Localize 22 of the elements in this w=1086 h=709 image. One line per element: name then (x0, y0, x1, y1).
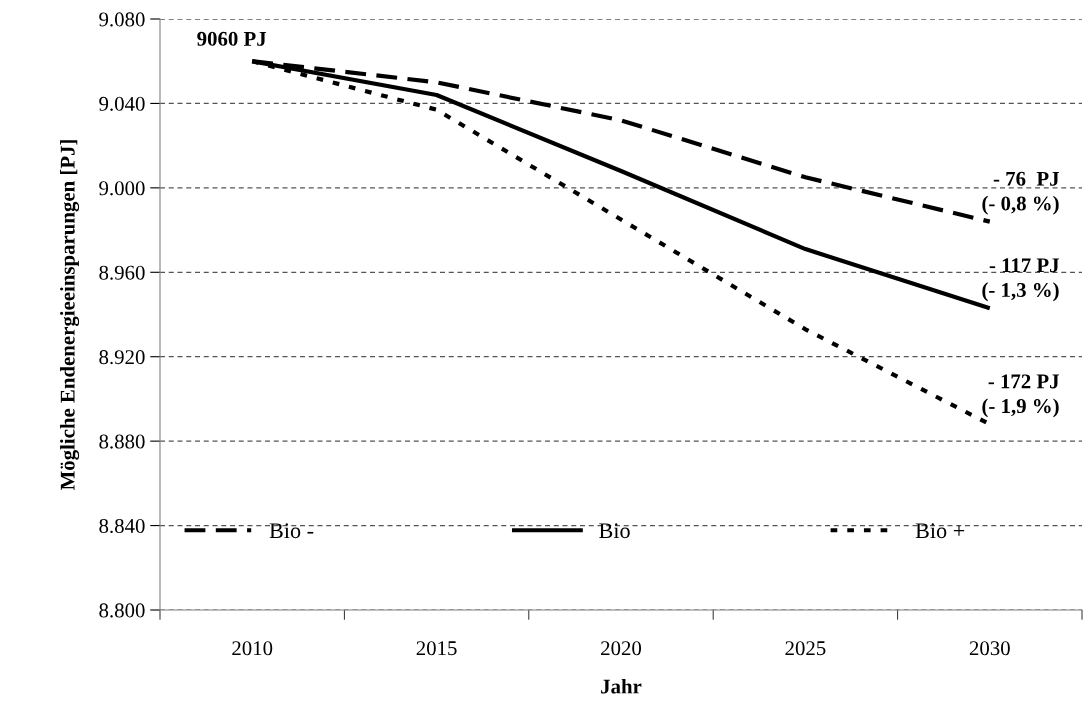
x-tick-label: 2010 (232, 641, 273, 656)
legend-label: Bio + (915, 523, 965, 539)
annotation: - 76 PJ (- 0,8 %) (982, 171, 1059, 215)
x-tick-label: 2015 (416, 641, 457, 656)
annotation: - 172 PJ (- 1,9 %) (982, 374, 1059, 418)
annotation: 9060 PJ (197, 31, 267, 46)
annotation: - 117 PJ (- 1,3 %) (982, 258, 1059, 302)
y-axis-title: Mögliche Endenergieeinsparungen [PJ] (60, 140, 80, 491)
legend-label: Bio (599, 523, 630, 539)
y-tick-label: 8.840 (99, 518, 145, 534)
x-tick-label: 2020 (601, 641, 642, 656)
y-tick-label: 8.960 (99, 265, 145, 280)
y-tick-label: 8.920 (99, 350, 145, 365)
y-tick-label: 9.080 (99, 12, 145, 27)
y-tick-label: 9.040 (99, 96, 145, 111)
y-tick-label: 8.800 (99, 603, 145, 618)
x-tick-label: 2025 (785, 641, 826, 656)
x-tick-label: 2030 (969, 641, 1010, 656)
x-axis-title: Jahr (601, 678, 642, 694)
y-tick-label: 8.880 (99, 434, 145, 449)
legend-label: Bio - (269, 523, 314, 539)
y-tick-label: 9.000 (99, 181, 145, 196)
